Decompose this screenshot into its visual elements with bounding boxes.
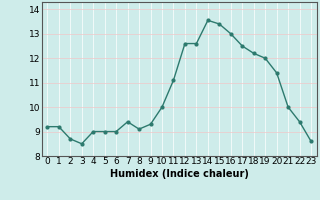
X-axis label: Humidex (Indice chaleur): Humidex (Indice chaleur) — [110, 169, 249, 179]
